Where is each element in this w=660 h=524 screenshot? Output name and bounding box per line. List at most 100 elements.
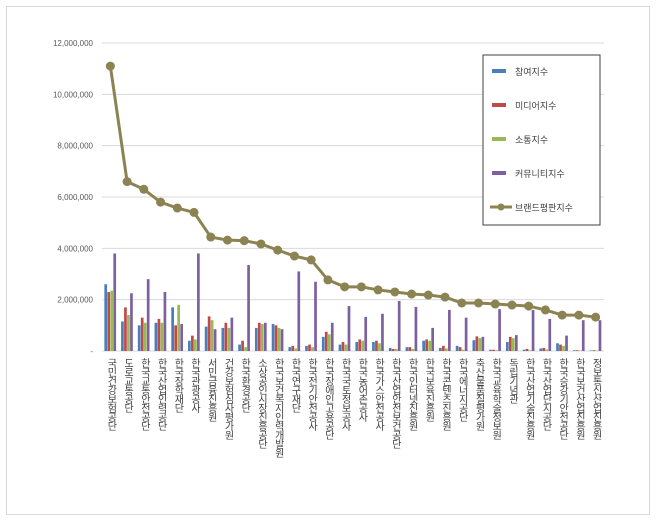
bar-커뮤니티지수 xyxy=(163,291,167,351)
category-label: 한국국토정보공사 xyxy=(339,358,351,432)
line-point xyxy=(407,289,417,299)
y-tick-label: 4,000,000 xyxy=(57,244,93,253)
bar-커뮤니티지수 xyxy=(247,265,250,351)
bar-소통지수 xyxy=(528,350,532,351)
bar-소통지수 xyxy=(361,340,365,351)
bar-소통지수 xyxy=(244,347,247,351)
bar-미디어지수 xyxy=(124,307,127,351)
bar-소통지수 xyxy=(143,322,147,351)
y-tick-label: 2,000,000 xyxy=(57,296,93,305)
legend-label: 소통지수 xyxy=(515,135,548,146)
bar-참여지수 xyxy=(137,325,141,351)
category-label: 국민건강보험공단 xyxy=(105,358,117,431)
bar-커뮤니티지수 xyxy=(581,320,585,351)
bar-미디어지수 xyxy=(257,322,261,351)
bar-커뮤니티지수 xyxy=(280,329,284,351)
bar-소통지수 xyxy=(495,350,498,351)
bar-미디어지수 xyxy=(592,350,596,351)
bar-참여지수 xyxy=(589,350,593,351)
bar-소통지수 xyxy=(461,349,465,351)
line-point xyxy=(356,282,366,292)
line-point xyxy=(591,312,601,322)
bar-소통지수 xyxy=(578,350,582,351)
bar-소통지수 xyxy=(227,327,231,351)
bar-커뮤니티지수 xyxy=(364,316,368,351)
category-label: 도로교통공단 xyxy=(122,358,134,413)
bar-소통지수 xyxy=(260,324,264,351)
category-label: 한국연구재단 xyxy=(289,358,301,413)
bar-참여지수 xyxy=(472,340,476,351)
bar-미디어지수 xyxy=(425,339,428,351)
line-point xyxy=(490,299,500,309)
bar-커뮤니티지수 xyxy=(113,253,117,351)
legend-label: 브랜드평판지수 xyxy=(515,203,573,214)
category-label: 한국관광공사 xyxy=(189,358,201,414)
bar-커뮤니티지수 xyxy=(330,322,334,351)
bar-커뮤니티지수 xyxy=(598,320,602,351)
bar-미디어지수 xyxy=(224,322,228,351)
line-point xyxy=(540,305,550,315)
category-label: 서민금융진흥원 xyxy=(205,358,217,422)
bar-참여지수 xyxy=(204,326,208,351)
bar-미디어지수 xyxy=(157,318,161,351)
bar-참여지수 xyxy=(572,350,576,351)
bar-커뮤니티지수 xyxy=(498,309,501,351)
bar-소통지수 xyxy=(110,290,114,351)
bar-소통지수 xyxy=(344,344,348,351)
bar-소통지수 xyxy=(378,343,381,351)
legend-swatch xyxy=(492,171,506,175)
bar-참여지수 xyxy=(405,347,409,351)
bar-소통지수 xyxy=(428,340,431,351)
bar-참여지수 xyxy=(388,347,392,351)
legend-label: 미디어지수 xyxy=(515,101,556,112)
bar-커뮤니티지수 xyxy=(431,327,434,351)
legend-marker xyxy=(497,203,505,211)
category-label: 한국산업인력공단 xyxy=(155,358,167,431)
bar-소통지수 xyxy=(194,339,197,351)
bar-커뮤니티지수 xyxy=(297,271,301,351)
category-label: 한국교육학술정보원 xyxy=(490,358,502,440)
line-point xyxy=(474,298,483,308)
line-point xyxy=(189,207,199,217)
bar-소통지수 xyxy=(595,350,599,351)
bar-참여지수 xyxy=(104,284,108,351)
bar-참여지수 xyxy=(522,349,526,351)
bar-소통지수 xyxy=(277,327,281,351)
bar-커뮤니티지수 xyxy=(146,279,150,351)
bar-커뮤니티지수 xyxy=(347,306,351,351)
bar-미디어지수 xyxy=(542,347,546,351)
bar-미디어지수 xyxy=(408,347,412,351)
bar-참여지수 xyxy=(321,336,325,351)
bar-커뮤니티지수 xyxy=(464,317,468,351)
bar-참여지수 xyxy=(238,344,241,351)
bar-참여지수 xyxy=(254,327,258,351)
bar-참여지수 xyxy=(489,349,492,351)
bar-소통지수 xyxy=(177,304,180,351)
bar-참여지수 xyxy=(455,345,459,351)
line-point xyxy=(557,310,567,320)
bar-커뮤니티지수 xyxy=(448,309,451,351)
bar-미디어지수 xyxy=(140,317,144,351)
category-label: 한국전기안전공사 xyxy=(306,358,318,432)
category-label: 정보통신산업진흥원 xyxy=(590,358,602,440)
bar-참여지수 xyxy=(154,322,158,351)
category-label: 한국보건산업진흥원 xyxy=(573,358,585,440)
bar-미디어지수 xyxy=(207,316,211,351)
bar-참여지수 xyxy=(422,340,425,351)
line-point xyxy=(390,287,400,297)
bar-소통지수 xyxy=(294,348,298,351)
bar-소통지수 xyxy=(311,347,314,351)
bar-커뮤니티지수 xyxy=(514,335,518,351)
category-label: 독립기념관 xyxy=(506,358,518,404)
bar-소통지수 xyxy=(545,349,549,351)
bar-소통지수 xyxy=(394,348,398,351)
line-point xyxy=(340,282,350,292)
category-label: 한국농어촌공사 xyxy=(356,358,368,423)
bar-커뮤니티지수 xyxy=(531,309,535,351)
legend-swatch xyxy=(492,103,506,107)
bar-커뮤니티지수 xyxy=(397,300,401,351)
bar-커뮤니티지수 xyxy=(548,318,552,351)
bar-소통지수 xyxy=(445,348,448,351)
bar-미디어지수 xyxy=(559,344,562,351)
